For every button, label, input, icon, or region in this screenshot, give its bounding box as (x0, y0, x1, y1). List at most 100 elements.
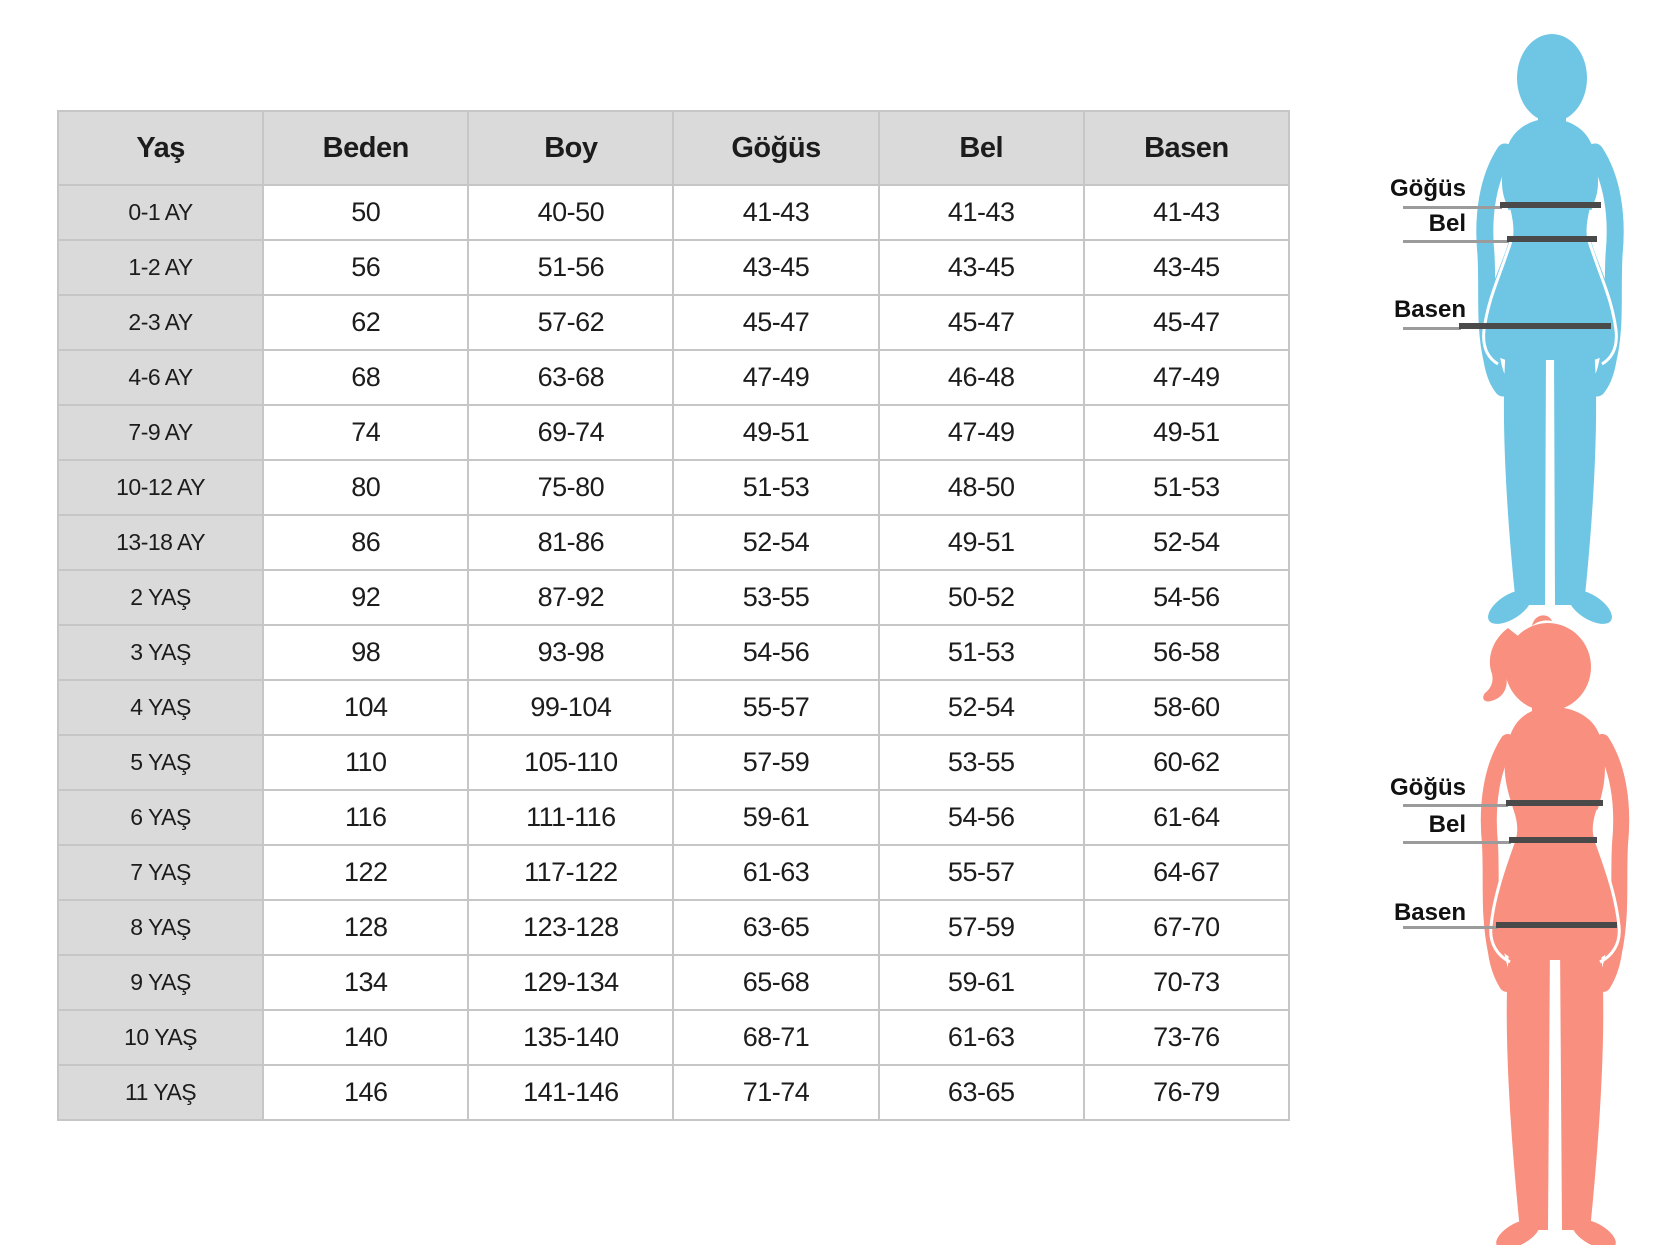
column-header-3: Boy (467, 110, 675, 186)
value-cell: 52-54 (877, 679, 1085, 736)
value-cell: 41-43 (1082, 184, 1291, 241)
value-cell: 81-86 (467, 514, 675, 571)
value-cell: 43-45 (672, 239, 880, 296)
value-cell: 111-116 (467, 789, 675, 846)
girl-left-arm (1480, 734, 1516, 992)
value-cell: 54-56 (877, 789, 1085, 846)
value-cell: 58-60 (1082, 679, 1291, 736)
value-cell: 105-110 (467, 734, 675, 791)
girl-waist-label: Bel (1428, 811, 1466, 838)
table-row: 3 YAŞ 98 93-98 54-56 51-53 56-58 (56, 624, 1291, 681)
boy-hip-leader-line (1403, 327, 1461, 330)
table-row: 5 YAŞ 110 105-110 57-59 53-55 60-62 (56, 734, 1291, 791)
value-cell: 59-61 (877, 954, 1085, 1011)
row-label-cell: 6 YAŞ (56, 789, 265, 846)
column-header-4: Göğüs (672, 110, 880, 186)
value-cell: 51-53 (877, 624, 1085, 681)
value-cell: 47-49 (1082, 349, 1291, 406)
value-cell: 48-50 (877, 459, 1085, 516)
boy-right-arm (1586, 143, 1624, 397)
girl-chest-leader-line (1403, 804, 1508, 807)
table-row: 11 YAŞ 146 141-146 71-74 63-65 76-79 (56, 1064, 1291, 1121)
table-row: 4-6 AY 68 63-68 47-49 46-48 47-49 (56, 349, 1291, 406)
value-cell: 56 (262, 239, 470, 296)
value-cell: 64-67 (1082, 844, 1291, 901)
girl-hair-tuft (1532, 615, 1552, 626)
table-row: 8 YAŞ 128 123-128 63-65 57-59 67-70 (56, 899, 1291, 956)
girl-ponytail (1483, 628, 1518, 702)
value-cell: 134 (262, 954, 470, 1011)
value-cell: 129-134 (467, 954, 675, 1011)
table-row: 7-9 AY 74 69-74 49-51 47-49 49-51 (56, 404, 1291, 461)
value-cell: 98 (262, 624, 470, 681)
girl-right-arm (1594, 734, 1630, 992)
girl-silhouette (1480, 615, 1630, 1245)
girl-chest-label: Göğüs (1390, 774, 1466, 801)
value-cell: 146 (262, 1064, 470, 1121)
value-cell: 141-146 (467, 1064, 675, 1121)
row-label-cell: 13-18 AY (56, 514, 265, 571)
value-cell: 87-92 (467, 569, 675, 626)
row-label-cell: 3 YAŞ (56, 624, 265, 681)
boy-left-arm (1476, 143, 1514, 397)
value-cell: 40-50 (467, 184, 675, 241)
value-cell: 67-70 (1082, 899, 1291, 956)
value-cell: 49-51 (1082, 404, 1291, 461)
value-cell: 57-59 (672, 734, 880, 791)
value-cell: 122 (262, 844, 470, 901)
value-cell: 55-57 (672, 679, 880, 736)
value-cell: 61-63 (672, 844, 880, 901)
value-cell: 53-55 (877, 734, 1085, 791)
value-cell: 50 (262, 184, 470, 241)
value-cell: 63-65 (877, 1064, 1085, 1121)
boy-waist-leader-line (1403, 240, 1509, 243)
row-label-cell: 5 YAŞ (56, 734, 265, 791)
girl-waist-leader-line (1403, 841, 1511, 844)
row-label-cell: 7-9 AY (56, 404, 265, 461)
boy-left-leg (1503, 348, 1546, 605)
value-cell: 93-98 (467, 624, 675, 681)
value-cell: 55-57 (877, 844, 1085, 901)
value-cell: 63-65 (672, 899, 880, 956)
value-cell: 60-62 (1082, 734, 1291, 791)
value-cell: 75-80 (467, 459, 675, 516)
value-cell: 68-71 (672, 1009, 880, 1066)
value-cell: 52-54 (672, 514, 880, 571)
size-table: Yaş Beden Boy Göğüs Bel Basen 0-1 AY 50 40-50 41… (56, 110, 1291, 1121)
girl-hip-measure-line (1496, 922, 1617, 928)
value-cell: 69-74 (467, 404, 675, 461)
table-row: 6 YAŞ 116 111-116 59-61 54-56 61-64 (56, 789, 1291, 846)
value-cell: 41-43 (877, 184, 1085, 241)
girl-left-foot (1496, 1219, 1540, 1245)
value-cell: 140 (262, 1009, 470, 1066)
value-cell: 116 (262, 789, 470, 846)
value-cell: 41-43 (672, 184, 880, 241)
value-cell: 56-58 (1082, 624, 1291, 681)
value-cell: 53-55 (672, 569, 880, 626)
value-cell: 61-63 (877, 1009, 1085, 1066)
boy-waist-measure-line (1507, 236, 1597, 242)
row-label-cell: 2 YAŞ (56, 569, 265, 626)
column-header-1: Yaş (56, 110, 265, 186)
boy-chest-leader-line (1403, 206, 1502, 209)
row-label-cell: 11 YAŞ (56, 1064, 265, 1121)
column-header-6: Basen (1082, 110, 1291, 186)
girl-torso (1492, 707, 1619, 960)
girl-right-leg (1560, 942, 1604, 1230)
value-cell: 99-104 (467, 679, 675, 736)
value-cell: 80 (262, 459, 470, 516)
value-cell: 70-73 (1082, 954, 1291, 1011)
value-cell: 76-79 (1082, 1064, 1291, 1121)
table-row: 13-18 AY 86 81-86 52-54 49-51 52-54 (56, 514, 1291, 571)
boy-right-foot (1568, 590, 1612, 624)
girl-right-arm-gap (1592, 809, 1621, 964)
boy-hip-measure-line (1459, 323, 1611, 329)
value-cell: 68 (262, 349, 470, 406)
value-cell: 47-49 (672, 349, 880, 406)
boy-head (1517, 34, 1587, 122)
value-cell: 51-53 (672, 459, 880, 516)
value-cell: 45-47 (672, 294, 880, 351)
boy-hip-label: Basen (1393, 296, 1466, 323)
girl-left-arm-gap (1489, 809, 1518, 964)
value-cell: 52-54 (1082, 514, 1291, 571)
